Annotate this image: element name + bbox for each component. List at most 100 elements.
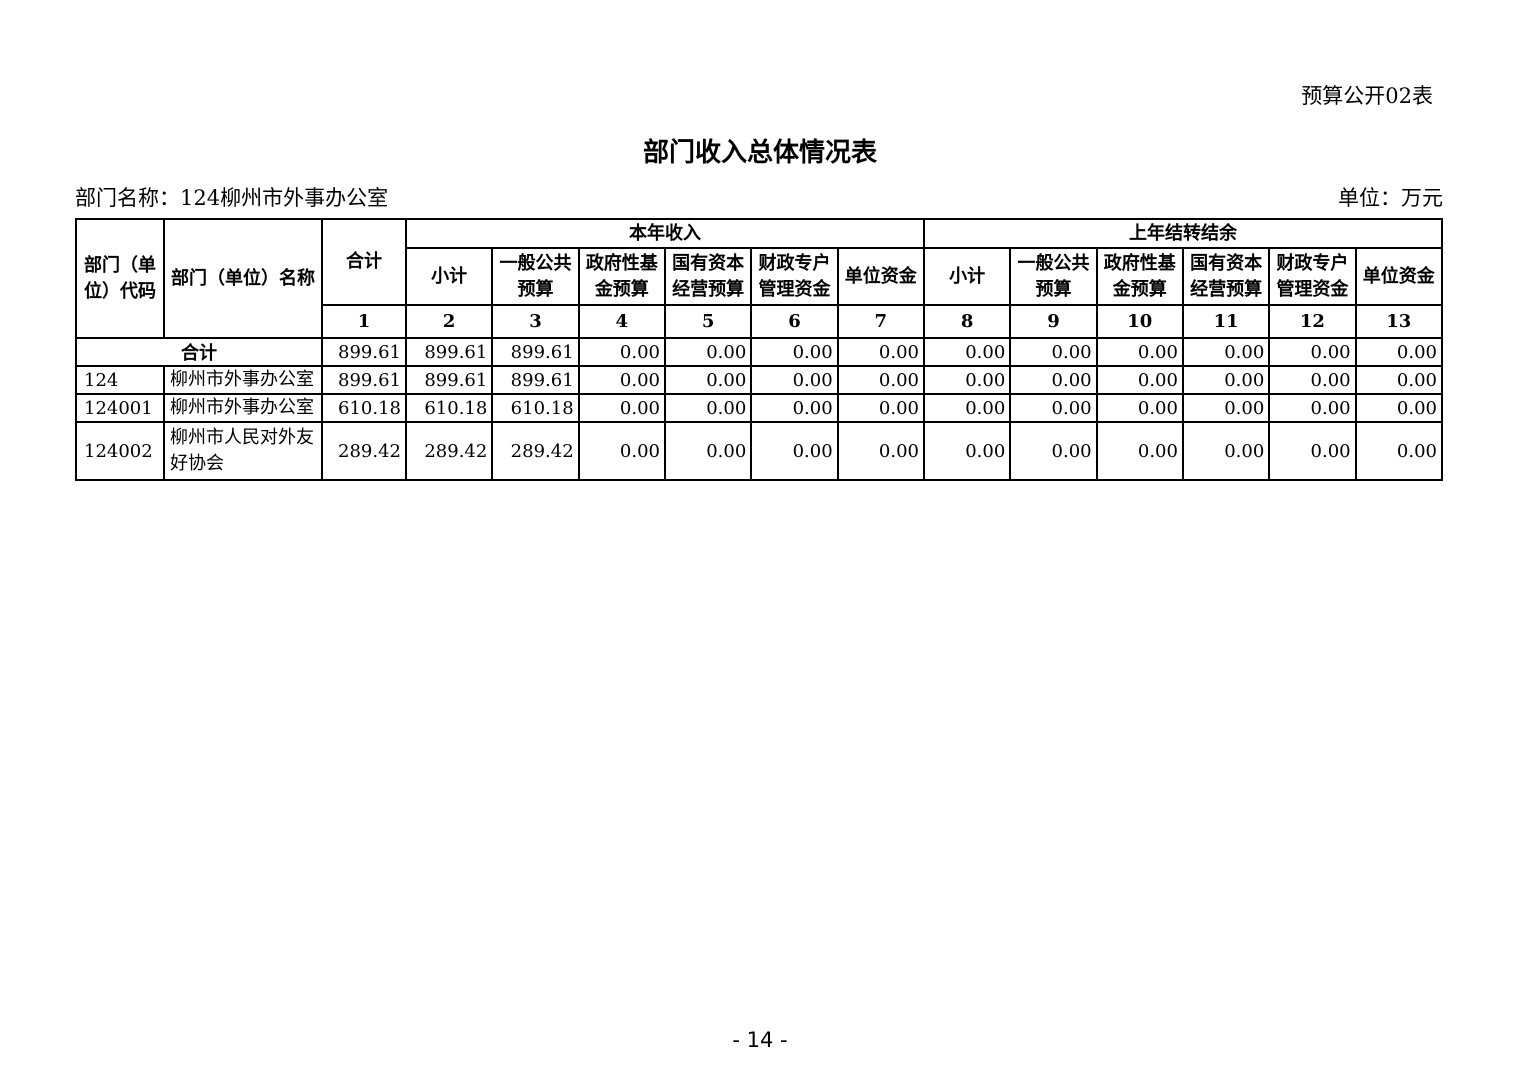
table-row: 124 柳州市外事办公室 899.61 899.61 899.61 0.00 0.00 0.0… [75, 365, 1444, 395]
col-header-general-public-budget: 一般公共 预算 [491, 247, 580, 306]
value-cell: 289.42 [321, 421, 407, 481]
col-number: 1 [321, 304, 407, 339]
col-group-current-year-income: 本年收入 [405, 218, 925, 249]
value-cell: 0.00 [836, 365, 925, 395]
value-cell: 0.00 [1268, 421, 1357, 481]
page-number: - 14 - [732, 1028, 788, 1052]
unit-label: 单位：万元 [1338, 186, 1443, 210]
header-number-row: 1 2 3 4 5 6 7 8 9 10 11 12 13 [76, 304, 1444, 339]
value-cell: 0.00 [1181, 365, 1271, 395]
col-number: 6 [750, 304, 839, 339]
col-number: 7 [836, 304, 925, 339]
value-cell: 0.00 [1354, 365, 1444, 395]
department-name-label: 部门名称：124柳州市外事办公室 [75, 186, 389, 210]
value-cell: 0.00 [1181, 337, 1271, 367]
dept-code-cell: 124001 [75, 393, 165, 423]
value-cell: 289.42 [491, 421, 580, 481]
table-row: 124001 柳州市外事办公室 610.18 610.18 610.18 0.00 0.00… [75, 393, 1444, 423]
value-cell: 0.00 [836, 421, 925, 481]
header-subcolumn-row: 小计 一般公共 预算 政府性基 金预算 国有资本 经营预算 财政专户 管理资金 … [76, 247, 1444, 306]
header-group-row: 部门（单 位）代码 部门（单位）名称 合计 本年收入 上年结转结余 [75, 218, 1444, 339]
value-cell: 0.00 [1095, 365, 1184, 395]
value-cell: 0.00 [1095, 421, 1184, 481]
col-header-unit-funds: 单位资金 [836, 247, 925, 306]
value-cell: 0.00 [577, 365, 666, 395]
value-cell: 899.61 [491, 337, 580, 367]
col-number: 11 [1181, 304, 1271, 339]
table-row: 124002 柳州市人民对外友好协会 289.42 289.42 289.42 0.00 0… [75, 421, 1444, 481]
value-cell: 0.00 [577, 421, 666, 481]
meta-row: 部门名称：124柳州市外事办公室 单位：万元 [75, 185, 1443, 211]
table-row: 合计 899.61 899.61 899.61 0.00 0.00 0.00 0.00 0.00… [75, 337, 1444, 367]
value-cell: 0.00 [1009, 393, 1098, 423]
col-number: 9 [1009, 304, 1098, 339]
col-number: 2 [404, 304, 494, 339]
dept-name-cell: 柳州市人民对外友好协会 [163, 421, 323, 481]
income-summary-table: 部门（单 位）代码 部门（单位）名称 合计 本年收入 上年结转结余 小计 一般公… [75, 218, 1444, 481]
dept-code-cell: 124002 [75, 421, 165, 481]
value-cell: 899.61 [321, 365, 407, 395]
value-cell: 0.00 [1354, 337, 1444, 367]
dept-name-cell: 柳州市外事办公室 [163, 393, 323, 423]
col-header-dept-name: 部门（单位）名称 [163, 218, 323, 339]
col-header-unit-funds-2: 单位资金 [1354, 247, 1444, 306]
value-cell: 0.00 [1268, 337, 1357, 367]
col-header-fiscal-account-funds: 财政专户 管理资金 [750, 247, 839, 306]
value-cell: 0.00 [922, 393, 1012, 423]
value-cell: 899.61 [404, 337, 494, 367]
value-cell: 0.00 [1268, 393, 1357, 423]
col-header-govt-fund-budget: 政府性基 金预算 [577, 247, 666, 306]
value-cell: 0.00 [1181, 393, 1271, 423]
col-header-subtotal: 小计 [404, 247, 494, 306]
col-number: 13 [1354, 304, 1444, 339]
value-cell: 0.00 [922, 365, 1012, 395]
col-header-state-capital-budget: 国有资本 经营预算 [663, 247, 753, 306]
col-group-prior-year-carryover: 上年结转结余 [922, 218, 1444, 249]
row-total-label: 合计 [75, 337, 323, 367]
value-cell: 0.00 [836, 337, 925, 367]
table-header: 部门（单 位）代码 部门（单位）名称 合计 本年收入 上年结转结余 小计 一般公… [75, 218, 1444, 339]
value-cell: 0.00 [836, 393, 925, 423]
value-cell: 899.61 [321, 337, 407, 367]
value-cell: 0.00 [1354, 393, 1444, 423]
value-cell: 289.42 [404, 421, 494, 481]
value-cell: 610.18 [321, 393, 407, 423]
value-cell: 0.00 [663, 337, 753, 367]
col-header-dept-code: 部门（单 位）代码 [75, 218, 165, 339]
col-number: 12 [1268, 304, 1357, 339]
value-cell: 610.18 [491, 393, 580, 423]
value-cell: 0.00 [1268, 365, 1357, 395]
col-number: 4 [577, 304, 666, 339]
value-cell: 899.61 [491, 365, 580, 395]
col-header-state-capital-budget-2: 国有资本 经营预算 [1181, 247, 1271, 306]
value-cell: 0.00 [922, 337, 1012, 367]
value-cell: 0.00 [922, 421, 1012, 481]
value-cell: 899.61 [404, 365, 494, 395]
value-cell: 0.00 [1354, 421, 1444, 481]
page-title: 部门收入总体情况表 [642, 138, 877, 168]
col-header-total: 合计 [321, 218, 407, 306]
col-header-general-public-budget-2: 一般公共 预算 [1009, 247, 1098, 306]
value-cell: 0.00 [1009, 421, 1098, 481]
table-body: 合计 899.61 899.61 899.61 0.00 0.00 0.00 0.00 0.00… [75, 337, 1444, 481]
dept-code-cell: 124 [75, 365, 165, 395]
col-header-fiscal-account-funds-2: 财政专户 管理资金 [1268, 247, 1357, 306]
col-number: 5 [663, 304, 753, 339]
value-cell: 0.00 [663, 393, 753, 423]
col-number: 3 [491, 304, 580, 339]
value-cell: 0.00 [1009, 365, 1098, 395]
value-cell: 0.00 [663, 365, 753, 395]
col-number: 10 [1095, 304, 1184, 339]
value-cell: 0.00 [1009, 337, 1098, 367]
value-cell: 0.00 [577, 337, 666, 367]
col-header-govt-fund-budget-2: 政府性基 金预算 [1095, 247, 1184, 306]
value-cell: 0.00 [1095, 337, 1184, 367]
value-cell: 0.00 [750, 421, 839, 481]
value-cell: 0.00 [750, 393, 839, 423]
doc-form-label: 预算公开02表 [1301, 84, 1433, 108]
value-cell: 0.00 [663, 421, 753, 481]
value-cell: 0.00 [1181, 421, 1271, 481]
value-cell: 0.00 [750, 365, 839, 395]
value-cell: 0.00 [1095, 393, 1184, 423]
